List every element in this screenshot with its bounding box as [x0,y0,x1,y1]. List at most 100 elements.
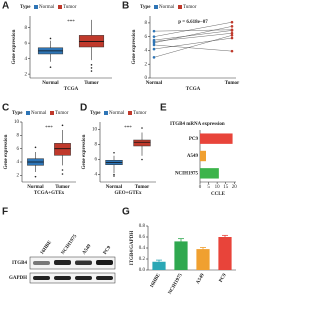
box [54,143,71,156]
bar [174,241,188,270]
point [230,49,234,53]
y-axis-label: Gene expression [12,29,17,64]
y-tick-label: 6 [25,41,28,46]
x-tick-label: Normal [27,185,44,190]
y-tick-label: 2 [17,173,20,178]
bar [200,168,219,179]
legend-title: Type [12,111,23,116]
outlier [90,64,93,66]
point [230,25,234,28]
y-tick-label: 4 [17,160,20,165]
x-axis-label: CCLE [211,192,226,197]
x-tick-label: 15 [223,185,229,190]
pair-line [153,33,233,42]
bar [200,133,233,144]
panel-label: C [2,103,9,114]
outlier [90,70,93,72]
legend-label: Normal [109,111,125,116]
y-tick-label: 8 [25,26,28,31]
band [75,276,92,280]
y-tick-label: 0.2 [139,257,146,262]
point [230,20,234,24]
bar [218,237,232,270]
pair-line [153,30,233,41]
legend-swatch [58,5,62,9]
y-tick-label: 6 [17,147,20,152]
panel-label: G [122,207,130,218]
pair-line [153,22,233,37]
panel-label: A [2,1,9,12]
outlier [90,67,93,69]
annotation: p = 6.618e−07 [178,20,208,25]
annotation: *** [45,126,53,131]
x-tick-label: Tumor [55,185,70,190]
bar [200,150,206,162]
panel-label: F [2,207,8,218]
legend-label: Tumor [55,111,69,116]
y-tick-label: 10 [14,120,20,125]
outlier [34,175,37,178]
point [230,36,234,40]
row-label: GAPDH [9,276,27,281]
legend-title: Type [90,111,101,116]
legend-label: Normal [39,5,55,10]
legend-swatch [50,111,54,115]
chart-title: ITGB4 mRNA expression [170,122,225,127]
x-axis-label: TCGA [186,87,201,92]
x-tick-label: 5 [207,185,210,190]
y-tick-label: 0.6 [139,235,146,240]
point [152,35,156,38]
x-tick-label: 10 [215,185,221,190]
x-tick-label: Normal [146,81,163,86]
point [152,47,156,51]
x-tick-label: 0 [199,185,202,190]
y-tick-label: 8 [145,21,148,26]
bar [196,249,210,270]
outlier [49,37,52,40]
band [33,276,50,280]
x-tick-label: 16HBE [150,272,162,289]
y-tick-label: 10 [92,128,98,133]
y-tick-label: 2 [25,72,28,77]
legend-title: Type [20,5,31,10]
band [33,261,50,265]
point [152,56,156,59]
pair-line [153,29,233,32]
lane-label: PC9 [103,245,113,256]
legend-swatch [128,111,132,115]
point [152,29,156,33]
point [230,31,234,35]
legend-label: Tumor [183,5,197,10]
x-tick-label: 20 [232,185,238,190]
outlier [113,151,115,154]
y-tick-label: 0.0 [139,268,146,273]
point [152,43,156,47]
y-tick-label: PC9 [189,137,199,142]
x-tick-label: Tumor [135,185,150,190]
legend-label: Tumor [133,111,147,116]
pair-line [153,44,233,52]
outlier [141,127,143,129]
point [152,40,156,43]
outlier [49,66,52,68]
outlier [61,173,64,175]
point [230,28,234,32]
y-tick-label: 4 [25,57,28,62]
x-tick-label: A549 [196,273,206,286]
x-axis-label: GEO+GTEx [114,191,142,196]
y-axis-label: Gene expression [82,134,87,169]
y-tick-label: 4 [95,173,98,178]
x-tick-label: Tumor [84,81,99,86]
x-axis-label: TCGA+GTEx [34,191,65,196]
outlier [113,173,115,176]
bar [152,261,166,270]
x-tick-label: Normal [106,185,123,190]
panel-label: D [80,103,87,114]
blot [29,256,116,284]
x-axis-label: TCGA [64,87,79,92]
x-tick-label: PC9 [219,273,228,284]
panel-label: B [122,1,129,12]
legend-swatch [154,5,158,9]
y-tick-label: 8 [17,133,20,138]
band [75,260,92,265]
